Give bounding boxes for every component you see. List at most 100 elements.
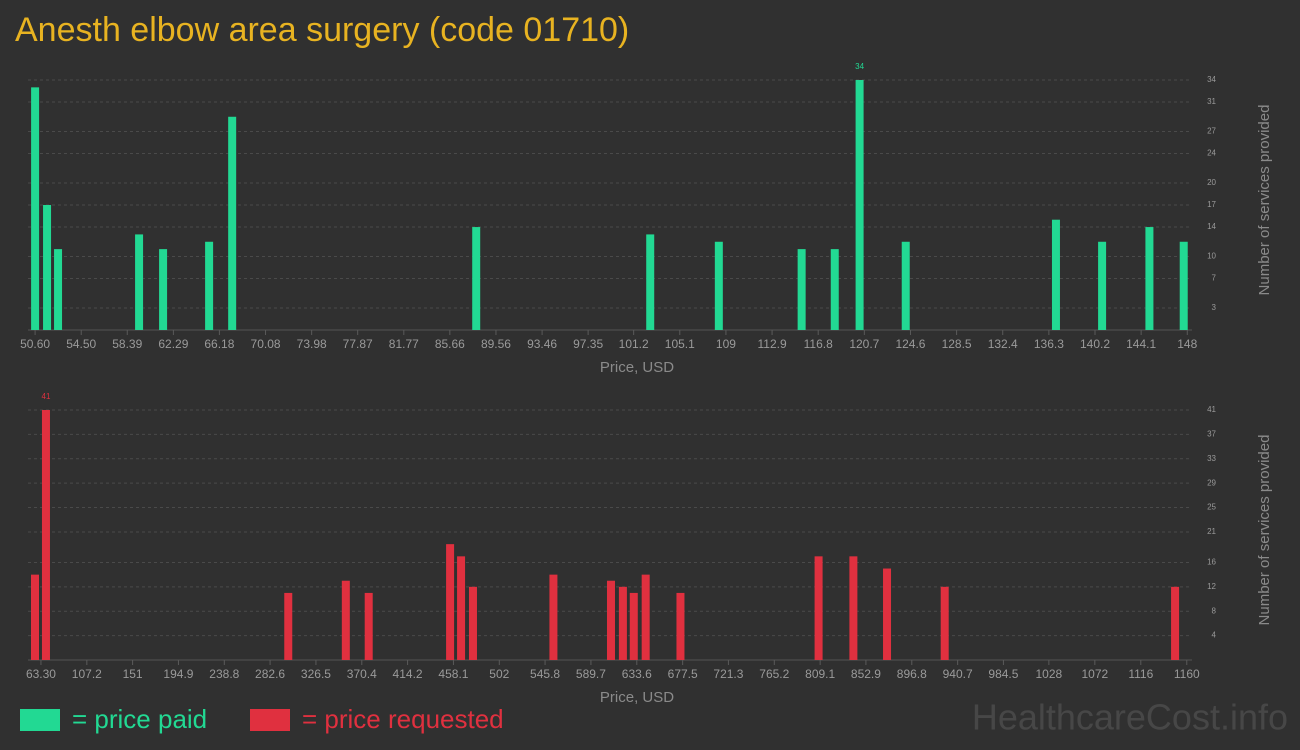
- x-tick-label: 54.50: [66, 337, 96, 351]
- x-tick-label: 63.30: [26, 667, 56, 681]
- x-tick-label: 77.87: [343, 337, 373, 351]
- bar: [446, 544, 455, 660]
- x-tick-label: 140.2: [1080, 337, 1110, 351]
- bar: [31, 574, 40, 660]
- x-tick-label: 194.9: [163, 667, 193, 681]
- bar: [855, 80, 864, 330]
- y-tick-label: 14: [1207, 222, 1216, 231]
- x-tick-label: 852.9: [851, 667, 881, 681]
- bar: [31, 87, 40, 331]
- x-tick-label: 326.5: [301, 667, 331, 681]
- x-tick-label: 62.29: [158, 337, 188, 351]
- y-tick-label: 8: [1212, 606, 1217, 615]
- x-tick-label: 93.46: [527, 337, 557, 351]
- x-tick-label: 97.35: [573, 337, 603, 351]
- legend-swatch: [20, 709, 60, 731]
- x-tick-label: 370.4: [347, 667, 377, 681]
- x-tick-label: 107.2: [72, 667, 102, 681]
- x-tick-label: 896.8: [897, 667, 927, 681]
- y-tick-label: 24: [1207, 149, 1216, 158]
- bar: [41, 410, 50, 660]
- x-tick-label: 112.9: [757, 337, 786, 351]
- x-tick-label: 589.7: [576, 667, 606, 681]
- x-tick-label: 101.2: [619, 337, 649, 351]
- y-tick-label: 41: [1207, 405, 1216, 414]
- x-tick-label: 85.66: [435, 337, 465, 351]
- bar: [228, 116, 237, 330]
- x-tick-label: 66.18: [204, 337, 234, 351]
- bar: [901, 241, 910, 330]
- bar: [814, 556, 823, 660]
- y-tick-label: 17: [1207, 200, 1216, 209]
- legend-swatch: [250, 709, 290, 731]
- y-axis-title: Number of services provided: [1256, 435, 1273, 626]
- bar: [849, 556, 858, 660]
- x-tick-label: 502: [489, 667, 509, 681]
- x-tick-label: 50.60: [20, 337, 50, 351]
- x-tick-label: 238.8: [209, 667, 239, 681]
- x-tick-label: 545.8: [530, 667, 560, 681]
- x-tick-label: 151: [123, 667, 143, 681]
- x-tick-label: 124.6: [895, 337, 925, 351]
- bar: [830, 249, 839, 330]
- x-tick-label: 809.1: [805, 667, 835, 681]
- bar: [159, 249, 168, 330]
- legend-label: = price requested: [302, 704, 504, 734]
- bar: [472, 227, 481, 330]
- bar: [883, 568, 892, 660]
- x-tick-label: 1116: [1128, 667, 1153, 681]
- bar: [54, 249, 63, 330]
- bar: [629, 592, 638, 660]
- bar: [940, 586, 949, 660]
- x-tick-label: 58.39: [112, 337, 142, 351]
- bar: [1145, 227, 1154, 330]
- x-tick-label: 136.3: [1034, 337, 1064, 351]
- bar: [457, 556, 466, 660]
- x-tick-label: 414.2: [393, 667, 423, 681]
- bar: [549, 574, 558, 660]
- x-tick-label: 721.3: [713, 667, 743, 681]
- x-tick-label: 120.7: [849, 337, 879, 351]
- x-tick-label: 109: [716, 337, 736, 351]
- bar: [43, 205, 52, 330]
- y-tick-label: 21: [1207, 527, 1216, 536]
- bar: [1098, 241, 1107, 330]
- bar: [341, 580, 350, 660]
- x-axis-title: Price, USD: [600, 359, 674, 376]
- y-tick-label: 31: [1207, 97, 1216, 106]
- bar: [284, 592, 293, 660]
- data-label: 41: [42, 392, 51, 401]
- bar: [646, 234, 655, 330]
- bar: [1051, 219, 1060, 330]
- y-tick-label: 33: [1207, 454, 1216, 463]
- x-tick-label: 677.5: [668, 667, 698, 681]
- bar: [468, 586, 477, 660]
- x-tick-label: 128.5: [942, 337, 972, 351]
- x-tick-label: 70.08: [251, 337, 281, 351]
- bar: [205, 241, 214, 330]
- y-tick-label: 3: [1212, 303, 1217, 312]
- y-tick-label: 29: [1207, 478, 1216, 487]
- y-tick-label: 37: [1207, 429, 1216, 438]
- y-tick-label: 16: [1207, 558, 1216, 567]
- x-tick-label: 148: [1177, 337, 1197, 351]
- x-tick-label: 282.6: [255, 667, 285, 681]
- x-tick-label: 633.6: [622, 667, 652, 681]
- bar: [1179, 241, 1188, 330]
- bar: [135, 234, 144, 330]
- bar: [641, 574, 650, 660]
- x-tick-label: 116.8: [804, 337, 833, 351]
- x-tick-label: 105.1: [665, 337, 695, 351]
- bar: [714, 241, 723, 330]
- bar: [364, 592, 373, 660]
- x-axis-title: Price, USD: [600, 689, 674, 706]
- watermark: HealthcareCost.info: [972, 697, 1288, 738]
- bar: [606, 580, 615, 660]
- y-tick-label: 10: [1207, 252, 1216, 261]
- y-tick-label: 20: [1207, 178, 1216, 187]
- x-tick-label: 1160: [1174, 667, 1200, 681]
- x-tick-label: 765.2: [759, 667, 789, 681]
- bar: [618, 586, 627, 660]
- data-label: 34: [855, 62, 864, 71]
